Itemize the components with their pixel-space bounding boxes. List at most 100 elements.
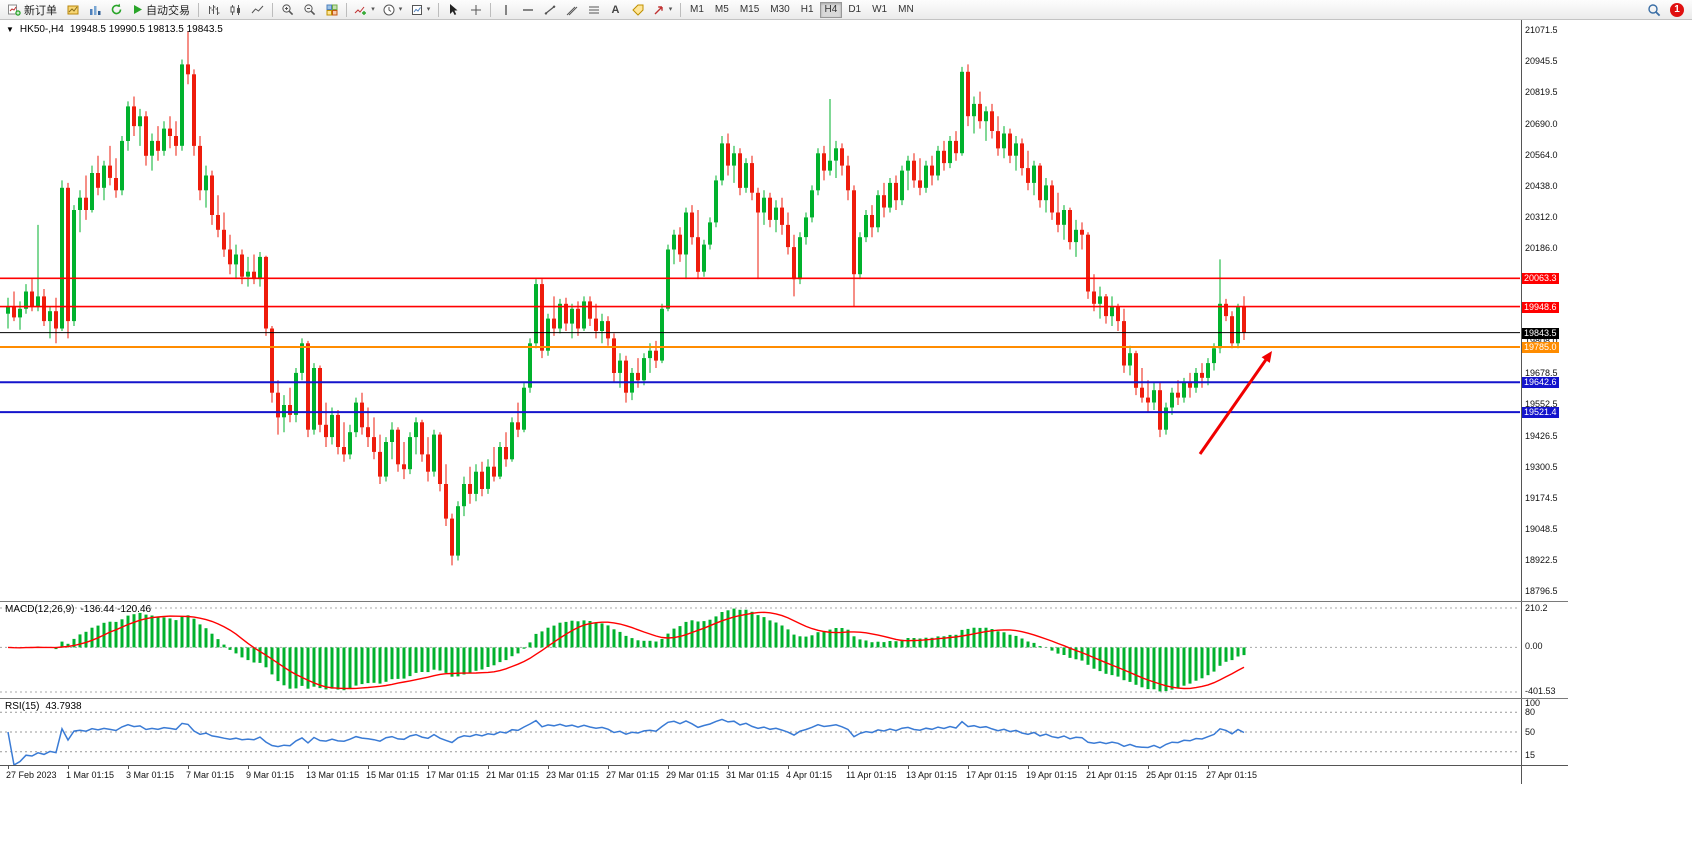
time-tick bbox=[848, 766, 849, 769]
chart-menu-icon[interactable]: ▼ bbox=[6, 25, 14, 34]
vertical-line-icon bbox=[504, 4, 507, 15]
candle-body bbox=[810, 190, 814, 218]
text-tool-button[interactable]: A bbox=[605, 1, 626, 18]
timeframe-d1[interactable]: D1 bbox=[843, 2, 866, 18]
candle-body bbox=[1230, 316, 1234, 344]
crosshair-tool-button[interactable] bbox=[465, 1, 486, 18]
macd-panel[interactable]: MACD(12,26,9) -136.44 -120.46 210.2 0.00 -… bbox=[0, 601, 1569, 698]
auto-trading-button[interactable]: 自动交易 bbox=[128, 1, 194, 18]
candle-body bbox=[270, 328, 274, 393]
candle-body bbox=[132, 106, 136, 127]
timeframe-m5[interactable]: M5 bbox=[710, 2, 734, 18]
market-watch-icon bbox=[67, 5, 78, 14]
macd-axis: 210.2 0.00 -401.53 bbox=[1521, 602, 1569, 698]
arrows-tool-button[interactable]: ▾ bbox=[649, 1, 676, 18]
trendline-tool-button[interactable] bbox=[539, 1, 560, 18]
fibonacci-tool-button[interactable] bbox=[583, 1, 604, 18]
periods-button[interactable]: ▾ bbox=[379, 1, 406, 18]
candle-body bbox=[870, 215, 874, 228]
clock-icon bbox=[383, 4, 395, 15]
candlestick-type-button[interactable] bbox=[225, 1, 246, 18]
rsi-panel[interactable]: RSI(15) 43.7938 100 80 50 15 bbox=[0, 698, 1569, 765]
templates-button[interactable]: ▾ bbox=[407, 1, 434, 18]
channel-tool-button[interactable] bbox=[561, 1, 582, 18]
time-tick bbox=[1028, 766, 1029, 769]
candle-body bbox=[684, 212, 688, 255]
time-tick bbox=[68, 766, 69, 769]
tile-windows-button[interactable] bbox=[321, 1, 342, 18]
notification-badge[interactable]: 1 bbox=[1670, 2, 1684, 17]
time-tick bbox=[428, 766, 429, 769]
price-badge: 19521.4 bbox=[1522, 407, 1559, 418]
refresh-button[interactable] bbox=[106, 1, 127, 18]
main-chart-panel[interactable]: ▼ HK50-,H4 19948.5 19990.5 19813.5 19843… bbox=[0, 20, 1569, 601]
time-tick bbox=[188, 766, 189, 769]
candle-body bbox=[690, 212, 694, 238]
toolbar-separator bbox=[346, 2, 347, 17]
candle-body bbox=[180, 64, 184, 146]
candle-body bbox=[840, 148, 844, 166]
candle-body bbox=[918, 180, 922, 188]
candle-body bbox=[666, 249, 670, 309]
time-axis-label: 21 Apr 01:15 bbox=[1086, 770, 1138, 780]
candlestick-chart[interactable] bbox=[0, 20, 1521, 600]
timeframe-h4[interactable]: H4 bbox=[819, 1, 843, 18]
time-axis-label: 13 Mar 01:15 bbox=[306, 770, 360, 780]
candle-body bbox=[108, 165, 112, 178]
timeframe-m15[interactable]: M15 bbox=[735, 2, 764, 18]
candle-body bbox=[432, 434, 436, 472]
horizontal-lines[interactable] bbox=[0, 277, 1520, 414]
macd-chart bbox=[0, 607, 1520, 693]
zoom-in-button[interactable] bbox=[277, 1, 298, 18]
price-axis-label: 20690.0 bbox=[1525, 119, 1558, 129]
candle-body bbox=[546, 318, 550, 351]
data-window-button[interactable] bbox=[84, 1, 105, 18]
candle-body bbox=[408, 437, 412, 470]
time-tick bbox=[8, 766, 9, 769]
price-axis-label: 20819.5 bbox=[1525, 87, 1558, 97]
timeframe-m30[interactable]: M30 bbox=[765, 2, 794, 18]
candle-body bbox=[18, 308, 22, 318]
time-axis-label: 19 Apr 01:15 bbox=[1026, 770, 1078, 780]
candle-body bbox=[102, 165, 106, 188]
arrow-annotation[interactable] bbox=[1198, 351, 1272, 455]
market-watch-button[interactable] bbox=[62, 1, 83, 18]
candle-body bbox=[726, 143, 730, 166]
timeframe-h1[interactable]: H1 bbox=[796, 2, 819, 18]
candle-body bbox=[660, 308, 664, 361]
toolbar-separator bbox=[198, 2, 199, 17]
candle-body bbox=[900, 170, 904, 201]
time-tick bbox=[728, 766, 729, 769]
label-tool-button[interactable] bbox=[627, 1, 648, 18]
candle-body bbox=[390, 429, 394, 442]
candle-body bbox=[798, 237, 802, 280]
candle-body bbox=[486, 466, 490, 489]
candle-body bbox=[948, 140, 952, 164]
candle-body bbox=[1146, 397, 1150, 403]
candle-body bbox=[924, 165, 928, 188]
time-axis-label: 27 Feb 2023 bbox=[6, 770, 57, 780]
new-order-button[interactable]: 新订单 bbox=[4, 1, 61, 18]
candle-body bbox=[1116, 306, 1120, 322]
timeframe-mn[interactable]: MN bbox=[893, 2, 919, 18]
candle-body bbox=[600, 321, 604, 331]
vertical-line-tool-button[interactable] bbox=[495, 1, 516, 18]
candle-body bbox=[642, 358, 646, 381]
zoom-out-button[interactable] bbox=[299, 1, 320, 18]
candle-body bbox=[1110, 306, 1114, 317]
candle-body bbox=[696, 237, 700, 272]
candle-body bbox=[360, 402, 364, 428]
candle-body bbox=[186, 64, 190, 75]
bar-chart-type-button[interactable] bbox=[203, 1, 224, 18]
candle-body bbox=[678, 234, 682, 255]
rsi-chart bbox=[0, 711, 1520, 765]
line-chart-type-button[interactable] bbox=[247, 1, 268, 18]
cursor-tool-button[interactable] bbox=[443, 1, 464, 18]
timeframe-w1[interactable]: W1 bbox=[867, 2, 892, 18]
horizontal-line-tool-button[interactable] bbox=[517, 1, 538, 18]
candle-body bbox=[1176, 392, 1180, 398]
candle-body bbox=[768, 197, 772, 220]
search-button[interactable] bbox=[1643, 1, 1664, 18]
timeframe-m1[interactable]: M1 bbox=[685, 2, 709, 18]
indicators-button[interactable]: ▾ bbox=[351, 1, 378, 18]
